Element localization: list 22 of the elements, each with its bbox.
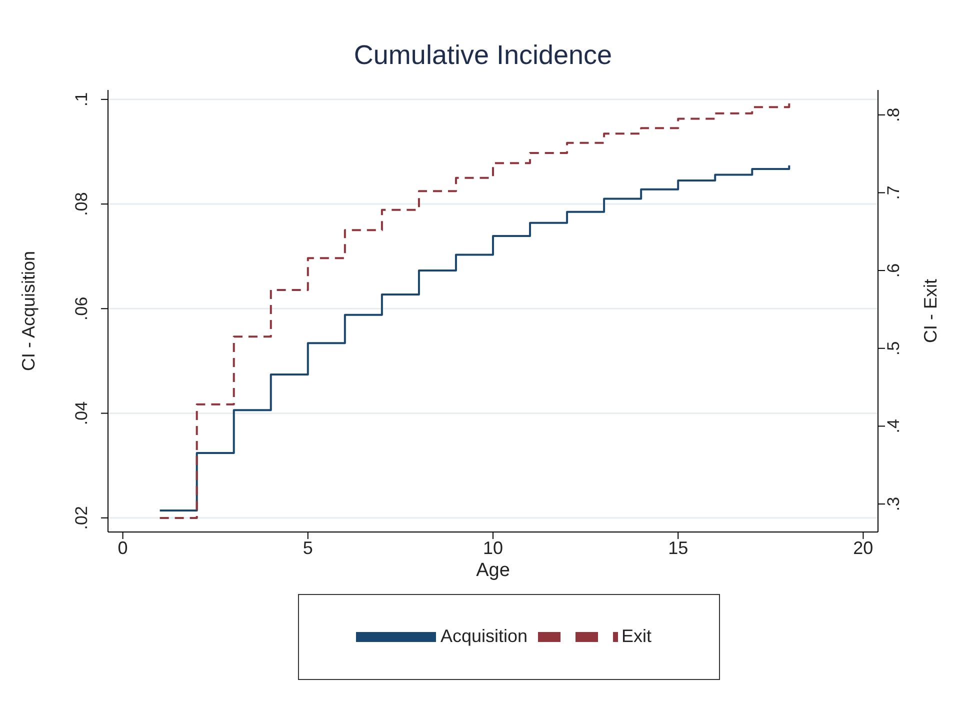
legend-label: Acquisition bbox=[440, 626, 528, 646]
y2-tick-label: .4 bbox=[884, 419, 903, 434]
y2-axis-title: CI - Exit bbox=[920, 278, 940, 344]
chart-title: Cumulative Incidence bbox=[352, 39, 614, 72]
x-axis-title: Age bbox=[476, 560, 510, 581]
y-tick-label: .1 bbox=[72, 92, 91, 107]
y-tick-label: .06 bbox=[72, 296, 91, 320]
y2-tick-label: .7 bbox=[884, 186, 903, 200]
x-tick-label: 0 bbox=[118, 538, 128, 558]
y2-tick-label: .8 bbox=[884, 108, 903, 122]
y-tick-label: .08 bbox=[72, 192, 91, 216]
x-tick-label: 10 bbox=[482, 538, 504, 558]
y2-tick-label: .3 bbox=[884, 496, 903, 512]
y2-tick-label: .5 bbox=[884, 341, 903, 356]
x-tick-label: 20 bbox=[853, 538, 874, 558]
x-tick-label: 15 bbox=[668, 538, 688, 558]
x-tick-label: 5 bbox=[302, 538, 313, 558]
y-axis-title: CI - Acquisition bbox=[18, 250, 38, 372]
y-tick-label: .02 bbox=[72, 506, 91, 530]
y-tick-label: .04 bbox=[72, 401, 91, 426]
y2-tick-label: .6 bbox=[884, 263, 903, 278]
legend-label: Exit bbox=[622, 626, 652, 646]
